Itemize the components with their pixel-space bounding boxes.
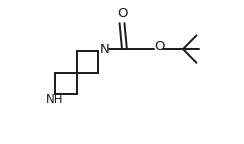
Text: N: N xyxy=(100,43,109,56)
Text: O: O xyxy=(154,40,164,53)
Text: O: O xyxy=(117,7,127,20)
Text: NH: NH xyxy=(45,93,63,106)
